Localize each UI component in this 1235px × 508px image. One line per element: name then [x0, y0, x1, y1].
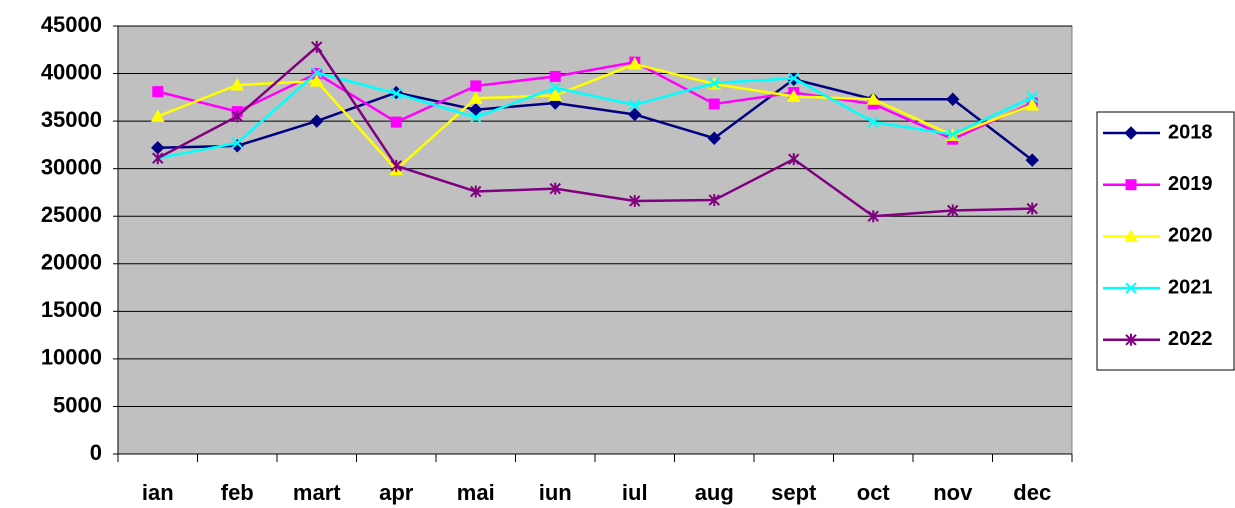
series-line	[157, 60, 1033, 141]
legend-label: 2020	[1168, 225, 1213, 247]
x-tick-label: apr	[379, 480, 414, 505]
marker	[469, 102, 483, 117]
marker	[470, 80, 482, 92]
series-line	[157, 71, 1033, 160]
marker	[708, 77, 720, 89]
marker	[152, 152, 164, 165]
y-tick-label: 30000	[41, 154, 102, 179]
x-tick-label: nov	[933, 480, 973, 505]
marker	[470, 111, 482, 124]
marker	[150, 109, 165, 122]
marker	[788, 72, 800, 85]
x-tick-label: mai	[457, 480, 495, 505]
plot-area	[117, 25, 1073, 455]
marker	[549, 182, 561, 195]
y-tick-label: 25000	[41, 202, 102, 227]
series-line	[157, 45, 1033, 218]
marker	[708, 194, 720, 207]
marker	[707, 131, 721, 145]
marker	[629, 99, 641, 111]
marker	[1125, 333, 1137, 346]
marker	[390, 116, 402, 128]
x-tick-label: ian	[142, 480, 174, 505]
marker	[231, 137, 243, 149]
marker	[786, 89, 801, 102]
x-tick-label: aug	[695, 480, 734, 505]
marker	[946, 92, 960, 106]
marker	[549, 70, 561, 82]
marker	[309, 74, 324, 87]
y-tick-label: 10000	[41, 345, 102, 370]
marker	[152, 86, 164, 98]
marker	[231, 110, 243, 123]
legend-label: 2022	[1168, 328, 1213, 350]
marker	[310, 114, 324, 128]
marker	[866, 92, 881, 105]
marker	[311, 66, 323, 79]
marker	[1125, 179, 1137, 191]
marker	[390, 159, 402, 172]
legend	[1096, 111, 1235, 371]
marker	[628, 107, 642, 122]
marker	[1026, 202, 1038, 215]
marker	[470, 185, 482, 198]
x-tick-label: mart	[293, 480, 341, 505]
marker	[548, 88, 563, 101]
x-tick-label: dec	[1013, 480, 1051, 505]
legend-label: 2021	[1168, 276, 1213, 298]
marker	[390, 87, 402, 100]
marker	[947, 204, 959, 217]
marker	[549, 82, 561, 94]
y-tick-label: 40000	[41, 59, 102, 84]
legend-label: 2018	[1168, 121, 1213, 143]
y-tick-label: 35000	[41, 107, 102, 132]
y-tick-label: 20000	[41, 250, 102, 275]
series-line	[157, 77, 1034, 162]
marker	[1124, 126, 1138, 140]
marker	[468, 91, 483, 104]
legend-label: 2019	[1168, 173, 1213, 195]
marker	[311, 40, 323, 53]
series-line	[157, 62, 1033, 172]
marker	[230, 77, 245, 91]
y-tick-label: 15000	[41, 297, 102, 322]
marker	[1026, 91, 1038, 104]
marker	[1125, 282, 1137, 294]
y-tick-label: 0	[90, 440, 102, 465]
marker	[627, 57, 642, 70]
marker	[788, 153, 800, 166]
marker	[708, 98, 720, 110]
x-tick-label: iun	[539, 480, 572, 505]
marker	[867, 116, 879, 128]
x-tick-label: feb	[221, 480, 254, 505]
marker	[1025, 97, 1040, 111]
x-tick-label: sept	[771, 480, 817, 505]
y-tick-label: 45000	[41, 12, 102, 37]
marker	[947, 128, 959, 141]
marker	[1025, 153, 1039, 167]
x-tick-label: oct	[857, 480, 891, 505]
marker	[1124, 229, 1138, 242]
marker	[867, 210, 879, 223]
x-tick-label: iul	[622, 480, 648, 505]
marker	[629, 195, 641, 208]
y-tick-label: 5000	[53, 392, 102, 417]
